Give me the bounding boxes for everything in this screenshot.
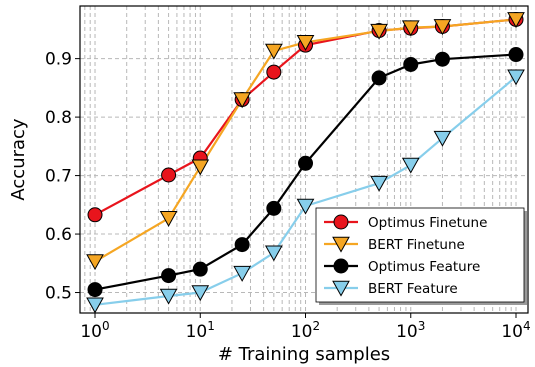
data-point-s0-0 [87, 207, 103, 223]
data-point-s1-5 [296, 34, 315, 51]
data-point-s2-3 [234, 237, 250, 253]
data-point-s3-7 [401, 157, 420, 174]
data-point-s1-3 [233, 92, 251, 109]
data-point-s2-5 [298, 155, 314, 171]
legend-marker-0 [333, 214, 349, 230]
x-tick-label: 103 [396, 319, 425, 342]
data-point-s3-3 [233, 265, 251, 282]
data-point-s1-8 [433, 19, 452, 36]
plot-frame [79, 5, 529, 314]
data-point-s2-2 [192, 261, 208, 277]
series-lines [94, 18, 517, 306]
series-line-2 [94, 53, 517, 291]
data-point-s3-2 [191, 285, 210, 302]
data-point-s3-4 [264, 245, 283, 262]
legend-label-2: Optimus Feature [368, 259, 480, 275]
data-point-s1-1 [159, 210, 178, 227]
legend: Optimus Finetune BERT Finetune Optimus Fea… [315, 207, 527, 305]
legend-marker-2 [333, 258, 349, 274]
y-tick-label: 0.5 [45, 284, 72, 304]
data-point-s3-0 [86, 297, 104, 314]
data-point-s2-1 [161, 268, 177, 284]
data-point-s1-6 [370, 23, 388, 40]
x-axis-title: # Training samples [218, 344, 390, 365]
legend-box [315, 207, 525, 303]
data-point-s3-8 [433, 130, 452, 147]
data-point-s2-0 [87, 282, 103, 298]
y-axis-title: Accuracy [8, 118, 29, 201]
data-point-s2-6 [371, 70, 387, 86]
data-point-s1-9 [507, 12, 525, 29]
data-point-s3-9 [507, 69, 525, 86]
data-point-s3-6 [370, 175, 388, 192]
data-point-s3-1 [159, 288, 178, 305]
y-tick-label: 0.6 [45, 225, 72, 245]
data-point-s2-4 [266, 200, 282, 216]
x-tick-label: 100 [80, 319, 109, 342]
data-point-s2-9 [508, 47, 524, 63]
legend-marker-3 [332, 280, 350, 297]
x-tick-label: 102 [291, 319, 320, 342]
legend-marker-1 [332, 236, 350, 253]
data-point-s1-7 [401, 20, 420, 37]
data-point-s0-1 [161, 167, 177, 183]
y-tick-label: 0.9 [45, 50, 72, 70]
series-markers [86, 11, 525, 314]
y-axis-ticks: 0.5 0.6 0.7 0.8 0.9 [45, 50, 80, 304]
legend-label-1: BERT Finetune [368, 237, 465, 253]
data-point-s3-5 [296, 198, 315, 215]
legend-label-3: BERT Feature [368, 281, 458, 297]
x-tick-label: 104 [501, 319, 530, 342]
y-tick-label: 0.7 [45, 167, 72, 187]
data-point-s1-2 [191, 159, 210, 176]
data-point-s2-8 [434, 51, 450, 67]
x-axis-ticks: 100 101 102 103 104 [80, 313, 531, 342]
series-line-1 [94, 18, 517, 263]
y-tick-label: 0.8 [45, 108, 72, 128]
data-point-s2-7 [403, 56, 419, 72]
data-point-s1-0 [86, 254, 104, 271]
data-point-s1-4 [264, 43, 283, 60]
series-line-3 [94, 75, 517, 306]
legend-label-0: Optimus Finetune [368, 215, 487, 231]
x-tick-label: 101 [186, 319, 215, 342]
data-point-s0-4 [266, 64, 282, 80]
